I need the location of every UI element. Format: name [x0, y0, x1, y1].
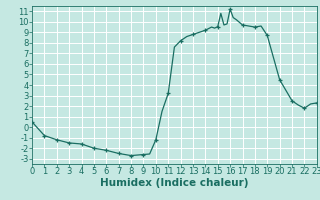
X-axis label: Humidex (Indice chaleur): Humidex (Indice chaleur) [100, 178, 249, 188]
